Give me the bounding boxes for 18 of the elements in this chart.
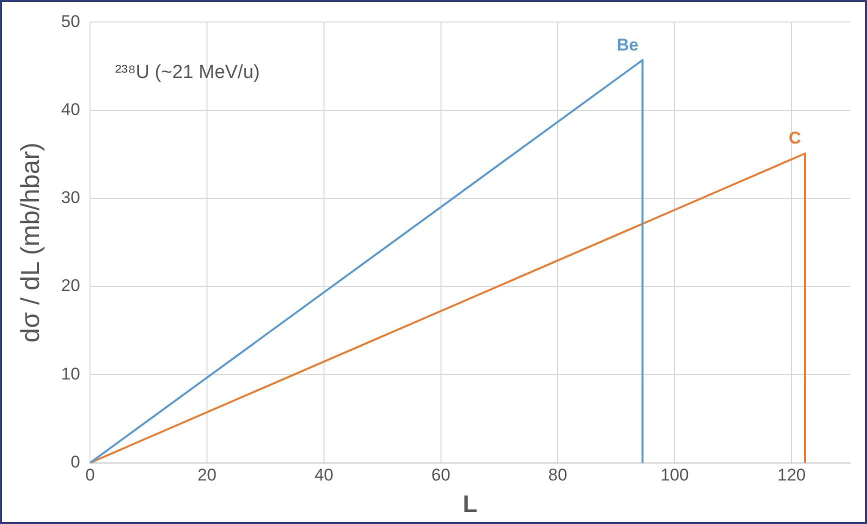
y-axis-title: dσ / dL (mb/hbar) <box>14 142 45 343</box>
y-tick-label: 20 <box>61 276 80 296</box>
y-tick-label: 50 <box>61 12 80 31</box>
y-tick-label: 10 <box>61 364 80 384</box>
y-tick-label: 0 <box>70 452 80 472</box>
y-tick-label: 30 <box>61 188 80 208</box>
x-tick-label: 120 <box>777 466 806 485</box>
x-tick-label: 20 <box>198 466 216 485</box>
series-label: C <box>788 128 801 148</box>
x-tick-label: 100 <box>660 466 689 485</box>
x-tick-label: 80 <box>548 466 568 485</box>
x-tick-label: 60 <box>431 466 450 485</box>
x-tick-label: 0 <box>85 466 95 485</box>
series-label: Be <box>616 35 638 54</box>
annotation: ²³⁸U (~21 MeV/u) <box>115 62 260 83</box>
y-tick-label: 40 <box>61 100 80 120</box>
x-tick-label: 40 <box>314 466 334 485</box>
x-axis-title: L <box>462 491 478 518</box>
